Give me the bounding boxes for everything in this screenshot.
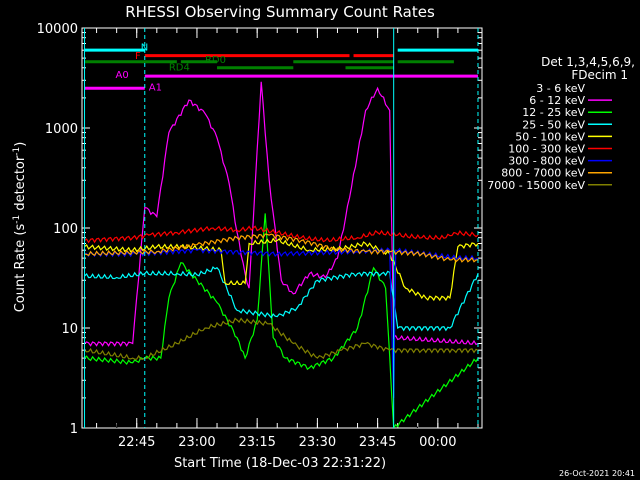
- y-tick-label: 1: [70, 422, 78, 437]
- legend-entry-label: 25 - 50 keV: [522, 118, 585, 131]
- series-line: [84, 225, 479, 244]
- legend-header-line-2: FDecim 1: [571, 68, 628, 82]
- legend-entry-label: 100 - 300 keV: [508, 143, 585, 156]
- x-tick-label: 22:45: [118, 435, 155, 450]
- timestamp: 26-Oct-2021 20:41: [559, 469, 635, 478]
- y-label-sup-1: -1: [12, 215, 22, 224]
- x-tick-label: 23:45: [359, 435, 396, 450]
- legend-entry-label: 800 - 7000 keV: [501, 167, 585, 180]
- x-tick-label: 00:00: [419, 435, 456, 450]
- series-line: [84, 233, 479, 263]
- state-label: RD4: [169, 63, 190, 74]
- series-line: [84, 266, 479, 332]
- x-tick-label: 23:30: [299, 435, 336, 450]
- series-line: [116, 118, 419, 428]
- legend-entry-label: 300 - 800 keV: [508, 155, 585, 168]
- chart-title: RHESSI Observing Summary Count Rates: [125, 3, 435, 21]
- legend-entry-label: 6 - 12 keV: [529, 94, 585, 107]
- y-label-sup-2: -1: [12, 147, 22, 156]
- y-tick-label: 10000: [37, 22, 78, 37]
- legend-header-line-1: Det 1,3,4,5,6,9,: [541, 55, 635, 69]
- x-tick-label: 23:15: [238, 435, 275, 450]
- y-tick-label: 100: [53, 222, 78, 237]
- state-label: A1: [149, 83, 162, 94]
- y-label-prefix: Count Rate (s: [13, 224, 28, 313]
- series-line: [84, 247, 479, 398]
- x-axis-label: Start Time (18-Dec-03 22:31:22): [174, 456, 386, 471]
- y-label-suffix: ): [13, 142, 28, 147]
- state-label: F: [135, 51, 141, 62]
- state-label: A0: [116, 70, 129, 81]
- series-line: [84, 237, 479, 302]
- legend-entry-label: 7000 - 15000 keV: [487, 179, 585, 192]
- series-line: [84, 317, 479, 360]
- y-label-mid: detector: [13, 155, 28, 215]
- x-tick-label: 23:00: [178, 435, 215, 450]
- legend-entry-label: 50 - 100 keV: [515, 130, 585, 143]
- state-label: RD0: [205, 55, 226, 66]
- state-label: N: [141, 43, 148, 54]
- y-axis-label: Count Rate (s-1 detector-1): [12, 142, 28, 313]
- legend-entry-label: 3 - 6 keV: [536, 82, 585, 95]
- y-tick-label: 10: [61, 322, 78, 337]
- legend-entry-label: 12 - 25 keV: [522, 106, 585, 119]
- data-layer: [84, 28, 479, 428]
- series-line: [84, 81, 479, 347]
- plot-area: 1 10 100 1000 10000 22:45 23:00 23:15 23:30 23:45…: [37, 22, 483, 450]
- y-tick-label: 1000: [45, 122, 78, 137]
- series-line: [84, 213, 479, 428]
